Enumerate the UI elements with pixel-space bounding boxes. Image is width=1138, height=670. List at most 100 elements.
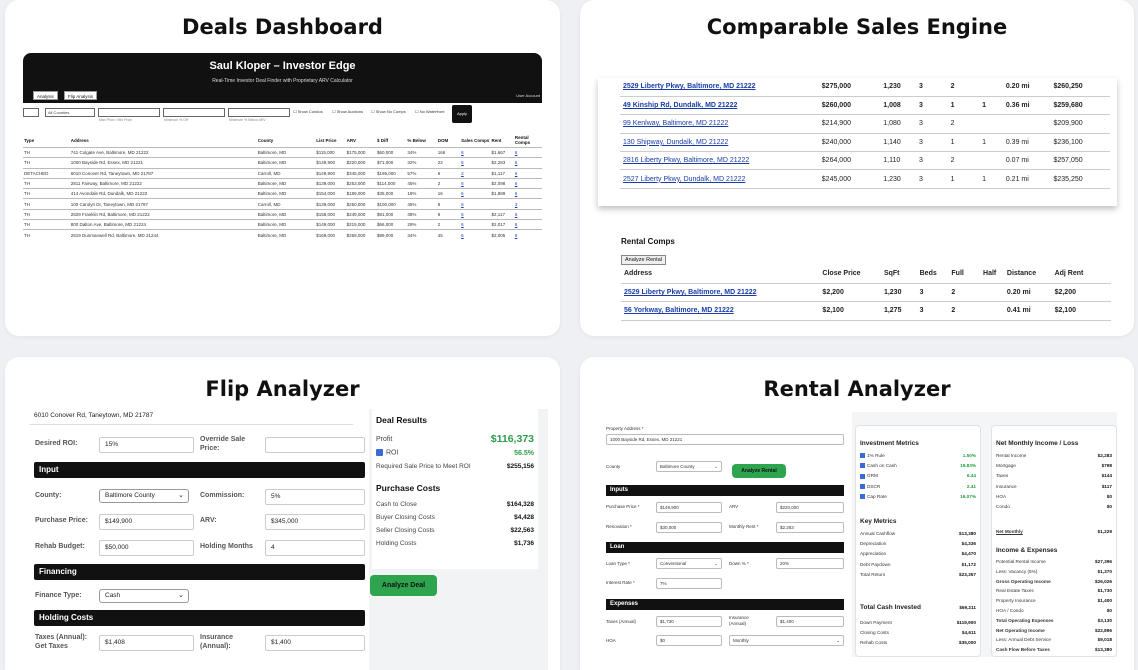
show-condos-checkbox[interactable]: ☐ Show Condos bbox=[293, 109, 323, 114]
sales-comp-row[interactable]: 99 Kenlway, Baltimore, MD 21222 $214,900 1… bbox=[620, 114, 1110, 134]
deal-cell[interactable]: 6 bbox=[460, 229, 491, 241]
insurance-input[interactable]: $1,400 bbox=[265, 635, 365, 651]
deal-cell[interactable]: 6 bbox=[460, 188, 491, 199]
rental-comp-row[interactable]: 2529 Liberty Pkwy, Baltimore, MD 21222 $2… bbox=[621, 283, 1111, 303]
rehab-budget-input[interactable]: $50,000 bbox=[99, 540, 194, 556]
deal-cell[interactable]: 6 bbox=[513, 208, 542, 220]
deal-row[interactable]: TH 100 Carolyn Dr, Taneytown, MD 21787 Car… bbox=[23, 198, 542, 210]
rental-comp-cell[interactable]: 56 Yorkway, Baltimore, MD 21222 bbox=[621, 301, 820, 321]
deal-row[interactable]: TH 2819 Dunmanwell Rd, Baltimore, MD 2124… bbox=[23, 229, 542, 241]
column-header[interactable]: List Price bbox=[316, 137, 337, 143]
deal-cell[interactable]: 6 bbox=[460, 157, 491, 169]
sales-comp-row[interactable]: 2816 Liberty Pkwy, Baltimore, MD 21222 $2… bbox=[620, 151, 1110, 171]
sales-comp-row[interactable]: 2529 Liberty Pkwy, Baltimore, MD 21222 $2… bbox=[620, 78, 1110, 97]
analyze-rental-button[interactable]: Analyze Rental bbox=[732, 464, 786, 478]
deal-row[interactable]: DETACHED 6010 Conover Rd, Taneytown, MD 2… bbox=[23, 167, 542, 179]
column-header[interactable]: Rental Comps bbox=[514, 135, 531, 145]
column-header[interactable]: Sales Comps bbox=[461, 137, 490, 143]
flip-address-input[interactable]: 6010 Conover Rd, Taneytown, MD 21787 bbox=[29, 409, 354, 425]
flip-analysis-button[interactable]: Flip Analysis bbox=[64, 91, 98, 100]
price-filter-input[interactable] bbox=[23, 108, 39, 117]
finance-type-select[interactable]: Cash ⌄ bbox=[99, 589, 189, 603]
show-no-comps-checkbox[interactable]: ☐ Show No Comps bbox=[371, 109, 406, 114]
show-auctions-checkbox[interactable]: ☐ Show Auctions bbox=[332, 109, 363, 114]
sales-comp-cell[interactable]: 49 Kinship Rd, Dundalk, MD 21222 bbox=[620, 96, 819, 116]
deal-row[interactable]: TH 2829 Franklin Rd, Baltimore, MD 21222 B… bbox=[23, 208, 542, 220]
deal-cell[interactable]: $2,017 bbox=[490, 219, 514, 230]
column-header[interactable]: Address bbox=[70, 137, 89, 143]
min-below-arv-input[interactable] bbox=[228, 108, 290, 117]
get-taxes-link[interactable]: Get Taxes bbox=[35, 643, 68, 650]
county-select[interactable]: Baltimore County ⌄ bbox=[656, 461, 722, 472]
county-select[interactable]: Baltimore County ⌄ bbox=[99, 489, 189, 503]
rental-comp-row[interactable]: 56 Yorkway, Baltimore, MD 21222 $2,100 1,2… bbox=[621, 301, 1111, 321]
deal-cell[interactable]: 6 bbox=[513, 188, 542, 199]
deal-cell[interactable]: 6 bbox=[513, 177, 542, 189]
deal-row[interactable]: TH 800 Dalton Ave, Baltimore, MD 21224 Bal… bbox=[23, 219, 542, 230]
sales-comp-row[interactable]: 49 Kinship Rd, Dundalk, MD 21222 $260,000… bbox=[620, 96, 1110, 116]
deal-cell[interactable]: 6 bbox=[460, 177, 491, 189]
apply-filters-button[interactable]: Apply bbox=[452, 105, 472, 123]
deal-cell[interactable]: 2 bbox=[460, 167, 491, 179]
deal-cell[interactable]: $2,117 bbox=[490, 208, 514, 220]
sales-comp-cell[interactable]: 2529 Liberty Pkwy, Baltimore, MD 21222 bbox=[620, 78, 819, 97]
interest-rate-input[interactable]: 7% bbox=[656, 578, 722, 589]
column-header[interactable]: Rent bbox=[491, 137, 502, 143]
deal-row[interactable]: TH 1000 Bayside Rd, Essex, MD 21221 Baltim… bbox=[23, 157, 542, 169]
min-off-input[interactable] bbox=[163, 108, 225, 117]
deal-cell[interactable]: 6 bbox=[513, 229, 542, 241]
commission-input[interactable]: 5% bbox=[265, 489, 365, 505]
purchase-price-input[interactable]: $149,900 bbox=[99, 514, 194, 530]
arv-input[interactable]: $345,000 bbox=[265, 514, 365, 530]
property-address-input[interactable]: 1000 Bayside Rd, Essex, MD 21221 bbox=[606, 434, 844, 445]
county-filter-select[interactable]: All Counties bbox=[45, 108, 95, 117]
rental-comp-cell[interactable]: 2529 Liberty Pkwy, Baltimore, MD 21222 bbox=[621, 283, 820, 303]
column-header[interactable]: $ Diff bbox=[376, 137, 389, 143]
deal-row[interactable]: TH 2811 Fairway, Baltimore, MD 21222 Balti… bbox=[23, 177, 542, 189]
deal-cell[interactable]: 6 bbox=[513, 167, 542, 179]
column-header[interactable]: DOM bbox=[437, 137, 449, 143]
deal-cell[interactable]: 6 bbox=[460, 198, 491, 210]
deal-cell[interactable]: $2,283 bbox=[490, 157, 514, 169]
renovation-input[interactable]: $30,000 bbox=[656, 522, 722, 533]
arv-input[interactable]: $220,000 bbox=[776, 502, 844, 513]
analyze-rental-comps-button[interactable]: Analyze Rental bbox=[621, 255, 666, 265]
sales-comp-cell[interactable]: 2527 Liberty Pkwy, Dundalk, MD 21222 bbox=[620, 169, 819, 189]
deal-cell[interactable]: 6 bbox=[460, 208, 491, 220]
deal-cell[interactable]: 6 bbox=[460, 146, 491, 158]
deal-cell[interactable]: 6 bbox=[513, 219, 542, 230]
desired-roi-input[interactable]: 15% bbox=[99, 437, 194, 453]
loan-type-select[interactable]: Conventional ⌄ bbox=[656, 558, 722, 569]
sales-comp-row[interactable]: 130 Shipway, Dundalk, MD 21222 $240,000 1,… bbox=[620, 133, 1110, 153]
deal-row[interactable]: TH 414 Avondale Rd, Dundalk, MD 21222 Balt… bbox=[23, 188, 542, 199]
analysis-button[interactable]: Analysis bbox=[33, 91, 58, 100]
column-header[interactable]: ARV bbox=[346, 137, 357, 143]
purchase-price-input[interactable]: $149,900 bbox=[656, 502, 722, 513]
deal-cell[interactable]: $2,005 bbox=[490, 229, 514, 241]
holding-months-input[interactable]: 4 bbox=[265, 540, 365, 556]
deal-cell[interactable]: 6 bbox=[460, 219, 491, 230]
hoa-input[interactable]: $0 bbox=[656, 635, 722, 646]
override-sale-price-input[interactable] bbox=[265, 437, 365, 453]
sales-comp-cell[interactable]: 2816 Liberty Pkwy, Baltimore, MD 21222 bbox=[620, 151, 819, 171]
hoa-period-select[interactable]: Monthly ⌄ bbox=[729, 635, 844, 646]
max-price-input[interactable] bbox=[98, 108, 160, 117]
taxes-input[interactable]: $1,408 bbox=[99, 635, 194, 651]
monthly-rent-input[interactable]: $2,283 bbox=[776, 522, 844, 533]
deal-cell[interactable]: 3 bbox=[513, 198, 542, 210]
down-percent-input[interactable]: 20% bbox=[776, 558, 844, 569]
deal-row[interactable]: TH 741 Colgate Ave, Baltimore, MD 21222 Ba… bbox=[23, 146, 542, 158]
deal-cell[interactable]: $1,117 bbox=[490, 167, 514, 179]
taxes-annual-input[interactable]: $1,730 bbox=[656, 616, 722, 627]
deal-cell[interactable]: $2,098 bbox=[490, 177, 514, 189]
deal-cell[interactable]: $1,667 bbox=[490, 146, 514, 158]
sales-comp-row[interactable]: 2527 Liberty Pkwy, Dundalk, MD 21222 $245… bbox=[620, 169, 1110, 189]
deal-cell[interactable] bbox=[490, 198, 514, 210]
deal-cell[interactable]: $1,889 bbox=[490, 188, 514, 199]
column-header[interactable]: % Below bbox=[407, 137, 426, 143]
user-account-link[interactable]: User Account bbox=[516, 93, 540, 98]
column-header[interactable]: Type bbox=[24, 137, 35, 143]
insurance-annual-input[interactable]: $1,400 bbox=[776, 616, 844, 627]
analyze-deal-button[interactable]: Analyze Deal bbox=[370, 575, 437, 596]
sales-comp-cell[interactable]: 99 Kenlway, Baltimore, MD 21222 bbox=[620, 114, 819, 134]
